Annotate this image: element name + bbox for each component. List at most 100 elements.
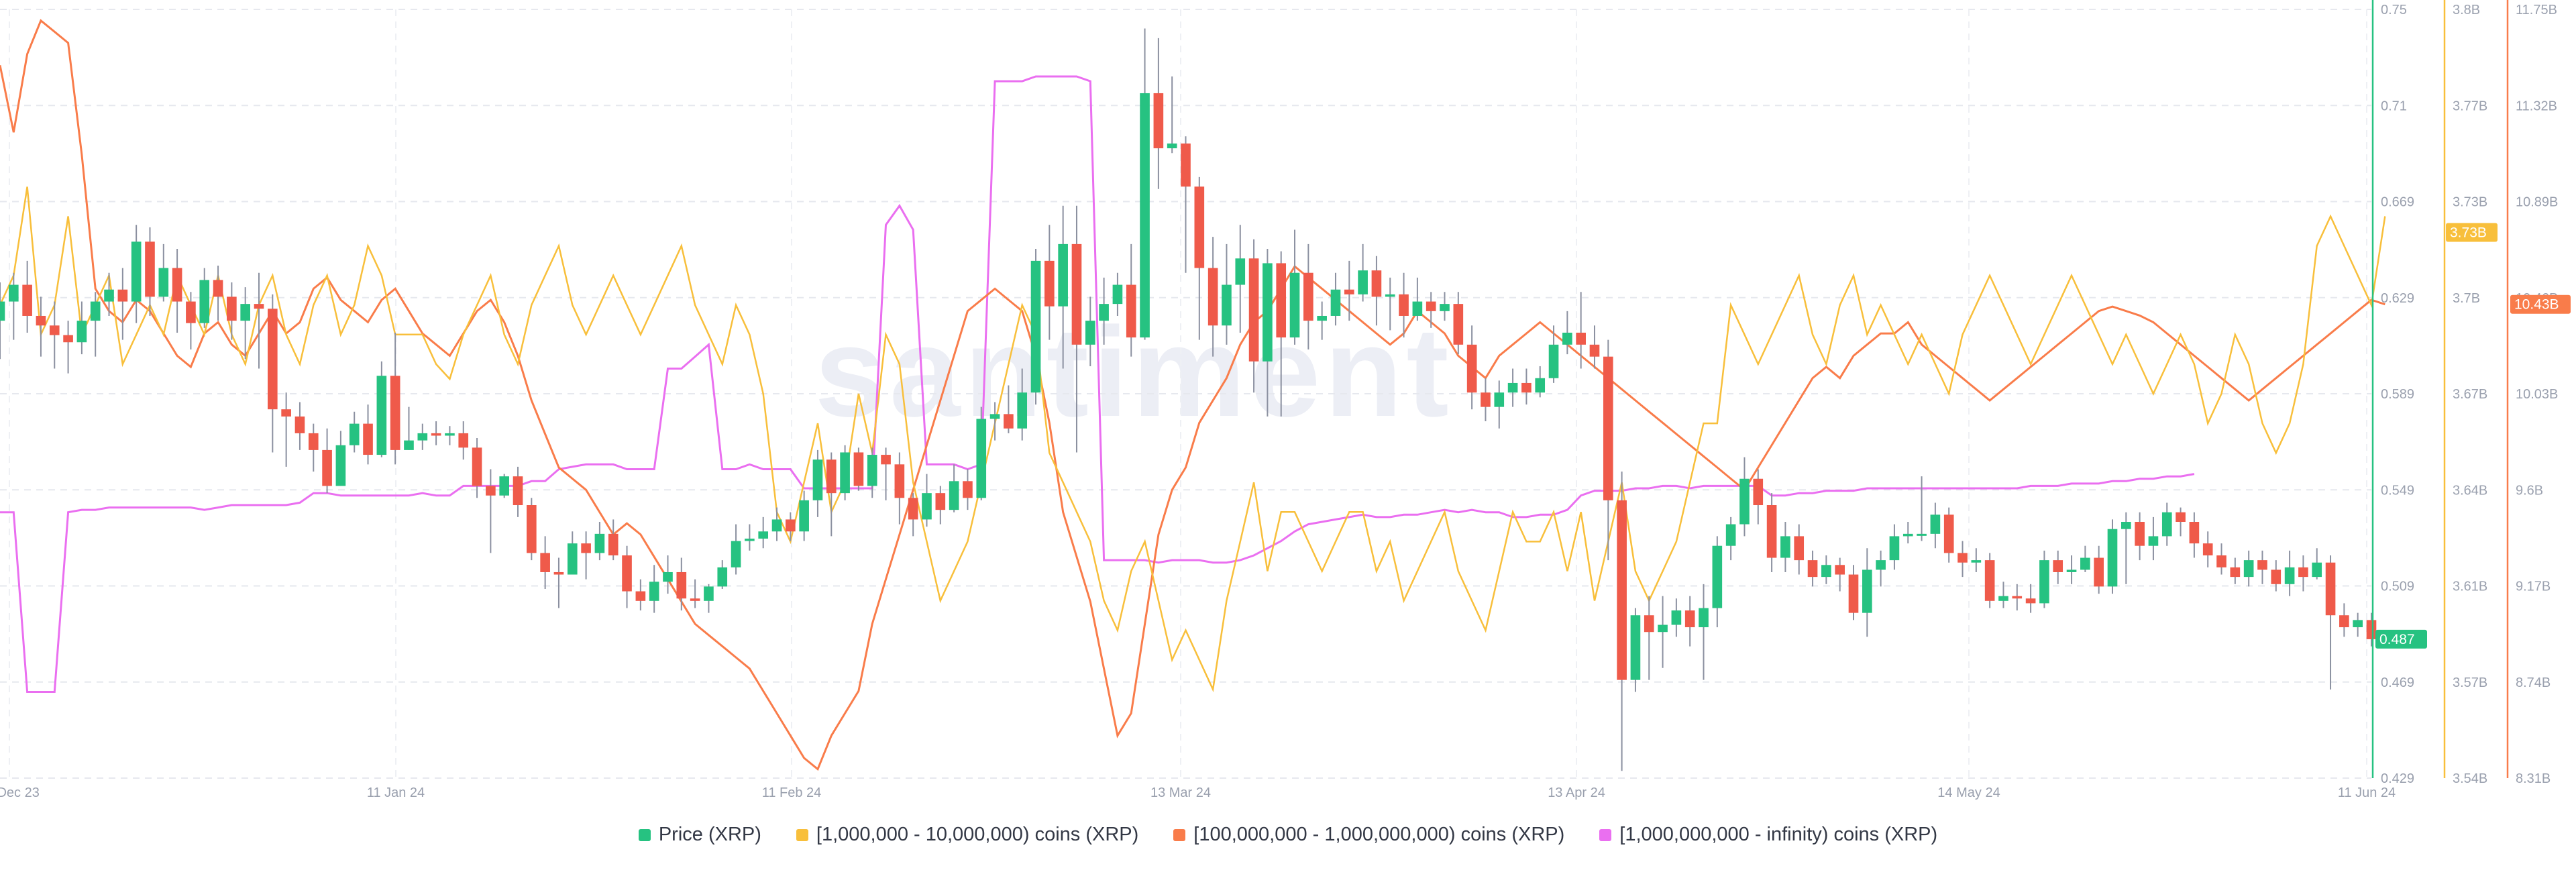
price-candle	[799, 500, 809, 532]
price-candle	[1617, 500, 1627, 680]
price-candle	[458, 433, 469, 448]
price-candle	[594, 533, 605, 553]
badge-1m-10m: 3.73B	[2450, 225, 2487, 241]
value-badges: 0.487 3.73B 10.43B	[2375, 223, 2571, 649]
x-tick-label: 13 Mar 24	[1150, 785, 1211, 800]
price-candle	[1521, 382, 1532, 393]
price-candle	[199, 280, 210, 323]
price-candle	[2012, 596, 2023, 599]
price-candle	[1481, 392, 1491, 407]
price-candle	[2161, 512, 2172, 537]
price-candle	[908, 498, 918, 520]
price-candle	[1044, 260, 1055, 307]
price-candle	[1194, 186, 1205, 268]
price-candle	[1112, 284, 1123, 305]
legend-swatch-100m-1b	[1173, 828, 1186, 841]
price-candle	[131, 241, 142, 302]
price-candle	[989, 414, 1000, 419]
axis-tick-price: 0.75	[2381, 3, 2407, 17]
price-candle	[786, 519, 796, 532]
price-candle	[853, 452, 864, 486]
price-badge: 0.487	[2379, 632, 2415, 647]
price-candle	[36, 315, 46, 326]
price-candle	[1412, 301, 1423, 316]
axis-tick-100m-1b: 9.6B	[2516, 483, 2543, 498]
price-candle	[1276, 263, 1287, 338]
x-tick-label: 13 Apr 24	[1548, 785, 1605, 800]
price-candle	[1208, 268, 1218, 326]
price-candle	[1303, 272, 1313, 321]
price-candle	[1917, 533, 1927, 536]
price-candle	[213, 280, 223, 297]
legend-item-price[interactable]: Price (XRP)	[638, 824, 761, 846]
price-candle	[172, 268, 182, 302]
price-candle	[1739, 478, 1750, 525]
price-candle	[1426, 301, 1436, 311]
legend-item-100m-1b[interactable]: [100,000,000 - 1,000,000,000) coins (XRP…	[1173, 824, 1564, 846]
price-candle	[2230, 567, 2241, 578]
price-candle	[540, 553, 550, 572]
price-candle	[553, 571, 564, 575]
price-candle	[2216, 555, 2226, 567]
price-candle	[1358, 270, 1368, 294]
price-candle	[0, 301, 5, 321]
price-candle	[1658, 624, 1668, 633]
price-candle	[1576, 332, 1586, 345]
price-candle	[1725, 524, 1736, 546]
series-line-1b-infinity	[0, 75, 2195, 693]
price-candle	[2243, 560, 2254, 578]
grid	[0, 9, 2371, 779]
price-candle	[2107, 529, 2118, 587]
price-candle	[145, 241, 155, 297]
price-candle	[1004, 414, 1014, 429]
price-candle	[2353, 620, 2363, 628]
price-candle	[1535, 378, 1546, 393]
price-candle	[771, 519, 782, 532]
price-candle	[881, 455, 891, 465]
price-candle	[731, 541, 741, 567]
price-candle	[2284, 567, 2295, 584]
price-candle	[1766, 505, 1777, 558]
axis-tick-100m-1b: 10.03B	[2516, 387, 2558, 402]
price-candle	[663, 571, 673, 582]
price-candle	[90, 301, 101, 321]
axis-tick-100m-1b: 8.74B	[2516, 675, 2551, 690]
price-candle	[649, 582, 659, 601]
axis-tick-price: 0.469	[2381, 675, 2414, 690]
axis-tick-100m-1b: 11.32B	[2516, 99, 2557, 113]
price-candle	[2271, 569, 2282, 584]
legend-item-1b-infinity[interactable]: [1,000,000,000 - infinity) coins (XRP)	[1599, 824, 1937, 846]
price-candle	[567, 543, 578, 575]
price-candle	[2148, 536, 2159, 546]
legend-item-1m-10m[interactable]: [1,000,000 - 10,000,000) coins (XRP)	[796, 824, 1138, 846]
price-candle	[186, 301, 196, 323]
price-candle	[704, 586, 714, 601]
x-tick-label: 11 Feb 24	[762, 785, 822, 800]
price-candle	[894, 464, 905, 498]
price-candle	[1943, 514, 1954, 553]
price-candle	[676, 571, 687, 599]
price-candle	[2312, 562, 2322, 578]
price-candle	[1263, 263, 1273, 362]
price-candle	[976, 419, 987, 498]
axis-tick-100m-1b: 11.75B	[2516, 3, 2557, 17]
axis-tick-1m-10m: 3.77B	[2453, 99, 2487, 113]
legend-label: [1,000,000,000 - infinity) coins (XRP)	[1619, 824, 1938, 845]
price-candle	[1794, 536, 1805, 561]
price-candle	[1317, 315, 1327, 321]
price-candle	[1222, 284, 1232, 326]
price-candle	[335, 445, 346, 486]
price-candle	[867, 455, 877, 486]
price-candle	[1753, 478, 1764, 506]
price-badge-bg	[2375, 629, 2427, 649]
price-candle	[1930, 514, 1941, 534]
price-candle	[826, 459, 837, 494]
price-candle	[1466, 344, 1477, 393]
price-candle	[2121, 522, 2131, 529]
axis-tick-100m-1b: 8.31B	[2516, 771, 2551, 786]
price-candle	[635, 591, 646, 601]
price-candle	[1998, 596, 2008, 601]
price-candle	[22, 284, 32, 316]
price-candle	[158, 268, 169, 297]
price-candle	[486, 486, 496, 496]
